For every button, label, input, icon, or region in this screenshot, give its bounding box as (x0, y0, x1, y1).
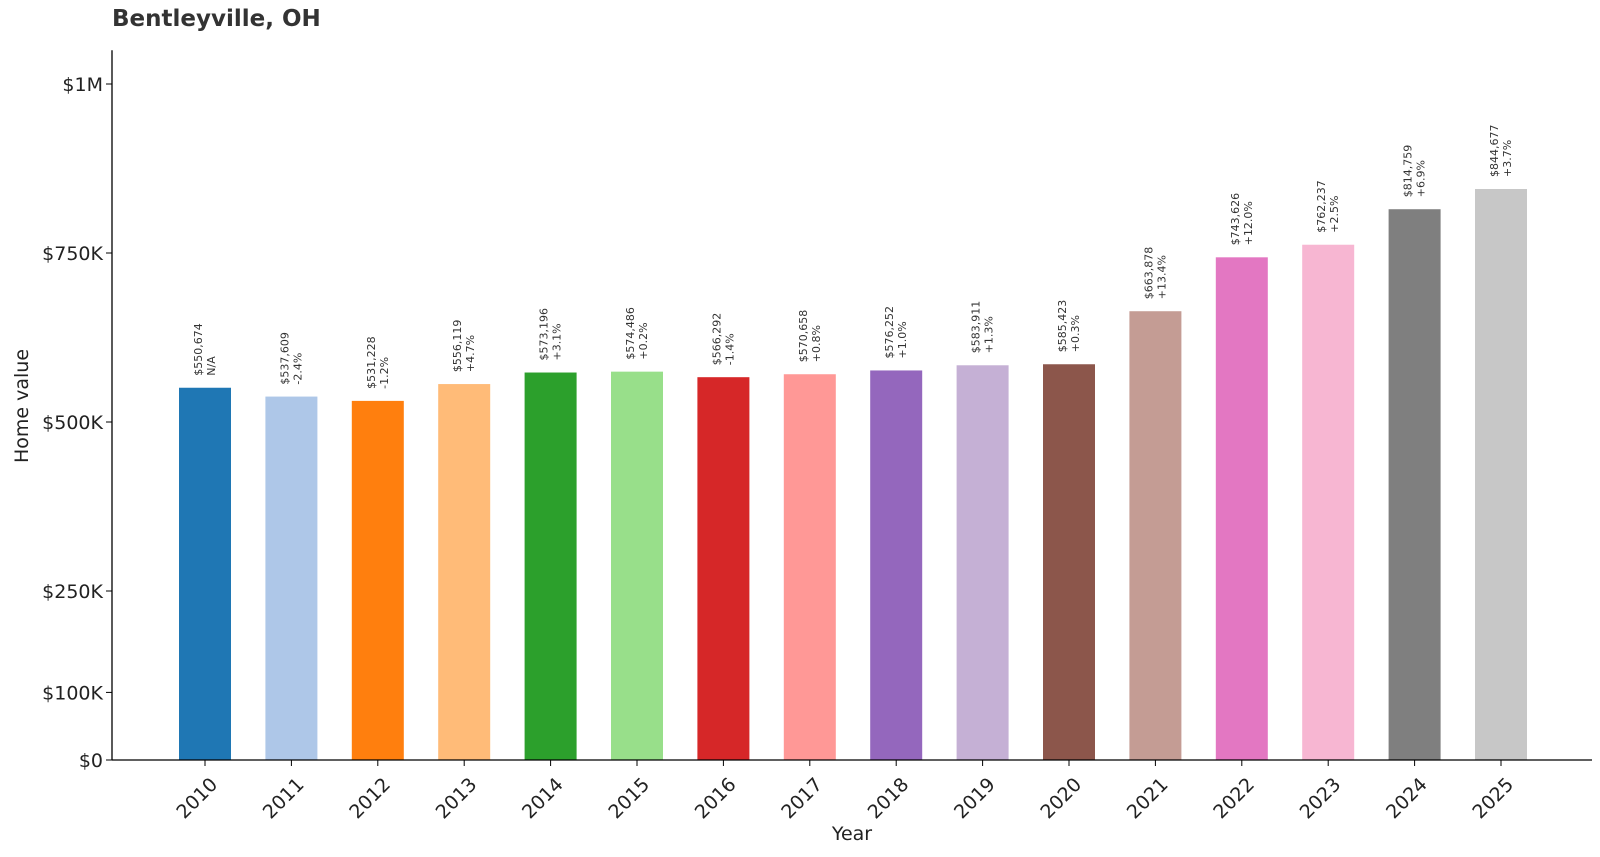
bar-2021 (1129, 311, 1182, 760)
bar-value-label-2025: $844,677+3.7% (1488, 124, 1514, 177)
x-tick-label-2017: 2017 (777, 774, 827, 824)
bar-2019 (956, 365, 1009, 760)
x-tick-label-2010: 2010 (172, 774, 222, 824)
bar-change-2021: +13.4% (1155, 255, 1168, 299)
bar-amount-2024: $814,759 (1402, 145, 1415, 198)
bar-amount-2019: $583,911 (970, 301, 983, 354)
bar-amount-2015: $574,486 (624, 307, 637, 360)
x-tick-label-2015: 2015 (604, 774, 654, 824)
x-tick-label-2022: 2022 (1209, 774, 1259, 824)
bar-change-2011: -2.4% (291, 353, 304, 385)
bar-2010 (179, 387, 231, 760)
bar-amount-2023: $762,237 (1315, 180, 1328, 233)
bar-value-label-2022: $743,626+12.0% (1229, 193, 1255, 246)
bar-amount-2012: $531,228 (365, 336, 378, 389)
x-tick-label-2012: 2012 (345, 774, 395, 824)
y-tick-label: $1M (62, 74, 103, 96)
chart-title: Bentleyville, OH (112, 6, 321, 32)
bar-change-2016: -1.4% (723, 333, 736, 365)
x-tick-label-2011: 2011 (259, 774, 309, 824)
x-tick-label-2016: 2016 (691, 774, 741, 824)
y-tick-label: $500K (42, 412, 103, 434)
bar-2011 (265, 396, 318, 760)
bar-2012 (351, 400, 404, 760)
bar-2017 (783, 374, 836, 760)
bar-2020 (1043, 364, 1095, 760)
bar-change-2014: +3.1% (551, 323, 564, 360)
bar-change-2024: +6.9% (1415, 160, 1428, 197)
bar-2013 (438, 384, 491, 760)
bar-change-2017: +0.8% (810, 325, 823, 362)
x-tick-label-2013: 2013 (432, 774, 482, 824)
bar-value-label-2021: $663,878+13.4% (1142, 247, 1168, 300)
y-tick-label: $250K (42, 581, 103, 603)
y-tick-label: $100K (42, 682, 103, 704)
bar-value-label-2020: $585,423+0.3% (1056, 300, 1082, 353)
bar-value-label-2014: $573,196+3.1% (538, 308, 564, 361)
bar-value-label-2016: $566,292-1.4% (710, 313, 736, 366)
bar-amount-2018: $576,252 (883, 306, 896, 359)
bar-change-2019: +1.3% (983, 316, 996, 353)
bar-change-2012: -1.2% (378, 357, 391, 389)
bar-value-label-2010: $550,674N/A (192, 323, 218, 376)
x-tick-label-2020: 2020 (1036, 774, 1086, 824)
bar-amount-2021: $663,878 (1142, 247, 1155, 300)
bar-2025 (1475, 188, 1527, 760)
bar-change-2023: +2.5% (1328, 196, 1341, 233)
x-tick-label-2021: 2021 (1123, 774, 1173, 824)
x-tick-label-2018: 2018 (864, 774, 914, 824)
bar-value-label-2017: $570,658+0.8% (797, 310, 823, 363)
y-tick-label: $0 (79, 750, 103, 772)
bar-value-label-2019: $583,911+1.3% (970, 301, 996, 354)
bar-change-2025: +3.7% (1501, 140, 1514, 177)
y-axis-title: Home value (11, 349, 33, 463)
bar-2023 (1302, 244, 1355, 760)
x-tick-label-2023: 2023 (1296, 774, 1346, 824)
bar-amount-2017: $570,658 (797, 310, 810, 363)
bar-change-2010: N/A (205, 356, 218, 376)
x-tick-label-2019: 2019 (950, 774, 1000, 824)
y-tick-label: $750K (42, 243, 103, 265)
bar-value-label-2024: $814,759+6.9% (1402, 145, 1428, 198)
bar-2022 (1215, 257, 1268, 760)
bar-2014 (524, 372, 577, 760)
bar-amount-2025: $844,677 (1488, 124, 1501, 177)
x-tick-label-2025: 2025 (1468, 774, 1518, 824)
x-tick-label-2014: 2014 (518, 774, 568, 824)
x-axis-title: Year (831, 823, 872, 845)
bar-value-label-2015: $574,486+0.2% (624, 307, 650, 360)
bar-value-label-2018: $576,252+1.0% (883, 306, 909, 359)
bar-2016 (697, 377, 750, 760)
bar-value-label-2023: $762,237+2.5% (1315, 180, 1341, 233)
bar-2015 (611, 371, 663, 760)
bar-amount-2011: $537,609 (278, 332, 291, 385)
bar-change-2013: +4.7% (464, 335, 477, 372)
bar-change-2015: +0.2% (637, 322, 650, 359)
bar-2024 (1388, 209, 1441, 761)
bar-amount-2020: $585,423 (1056, 300, 1069, 353)
bar-amount-2010: $550,674 (192, 323, 205, 376)
bar-amount-2013: $556,119 (451, 320, 464, 373)
bar-amount-2022: $743,626 (1229, 193, 1242, 246)
bar-amount-2016: $566,292 (710, 313, 723, 366)
bar-value-label-2013: $556,119+4.7% (451, 320, 477, 373)
bar-change-2022: +12.0% (1242, 201, 1255, 245)
bar-change-2020: +0.3% (1069, 315, 1082, 352)
bar-value-label-2012: $531,228-1.2% (365, 336, 391, 389)
bar-change-2018: +1.0% (896, 321, 909, 358)
bar-value-label-2011: $537,609-2.4% (278, 332, 304, 385)
x-tick-label-2024: 2024 (1382, 774, 1432, 824)
bar-2018 (870, 370, 923, 760)
bar-amount-2014: $573,196 (538, 308, 551, 361)
